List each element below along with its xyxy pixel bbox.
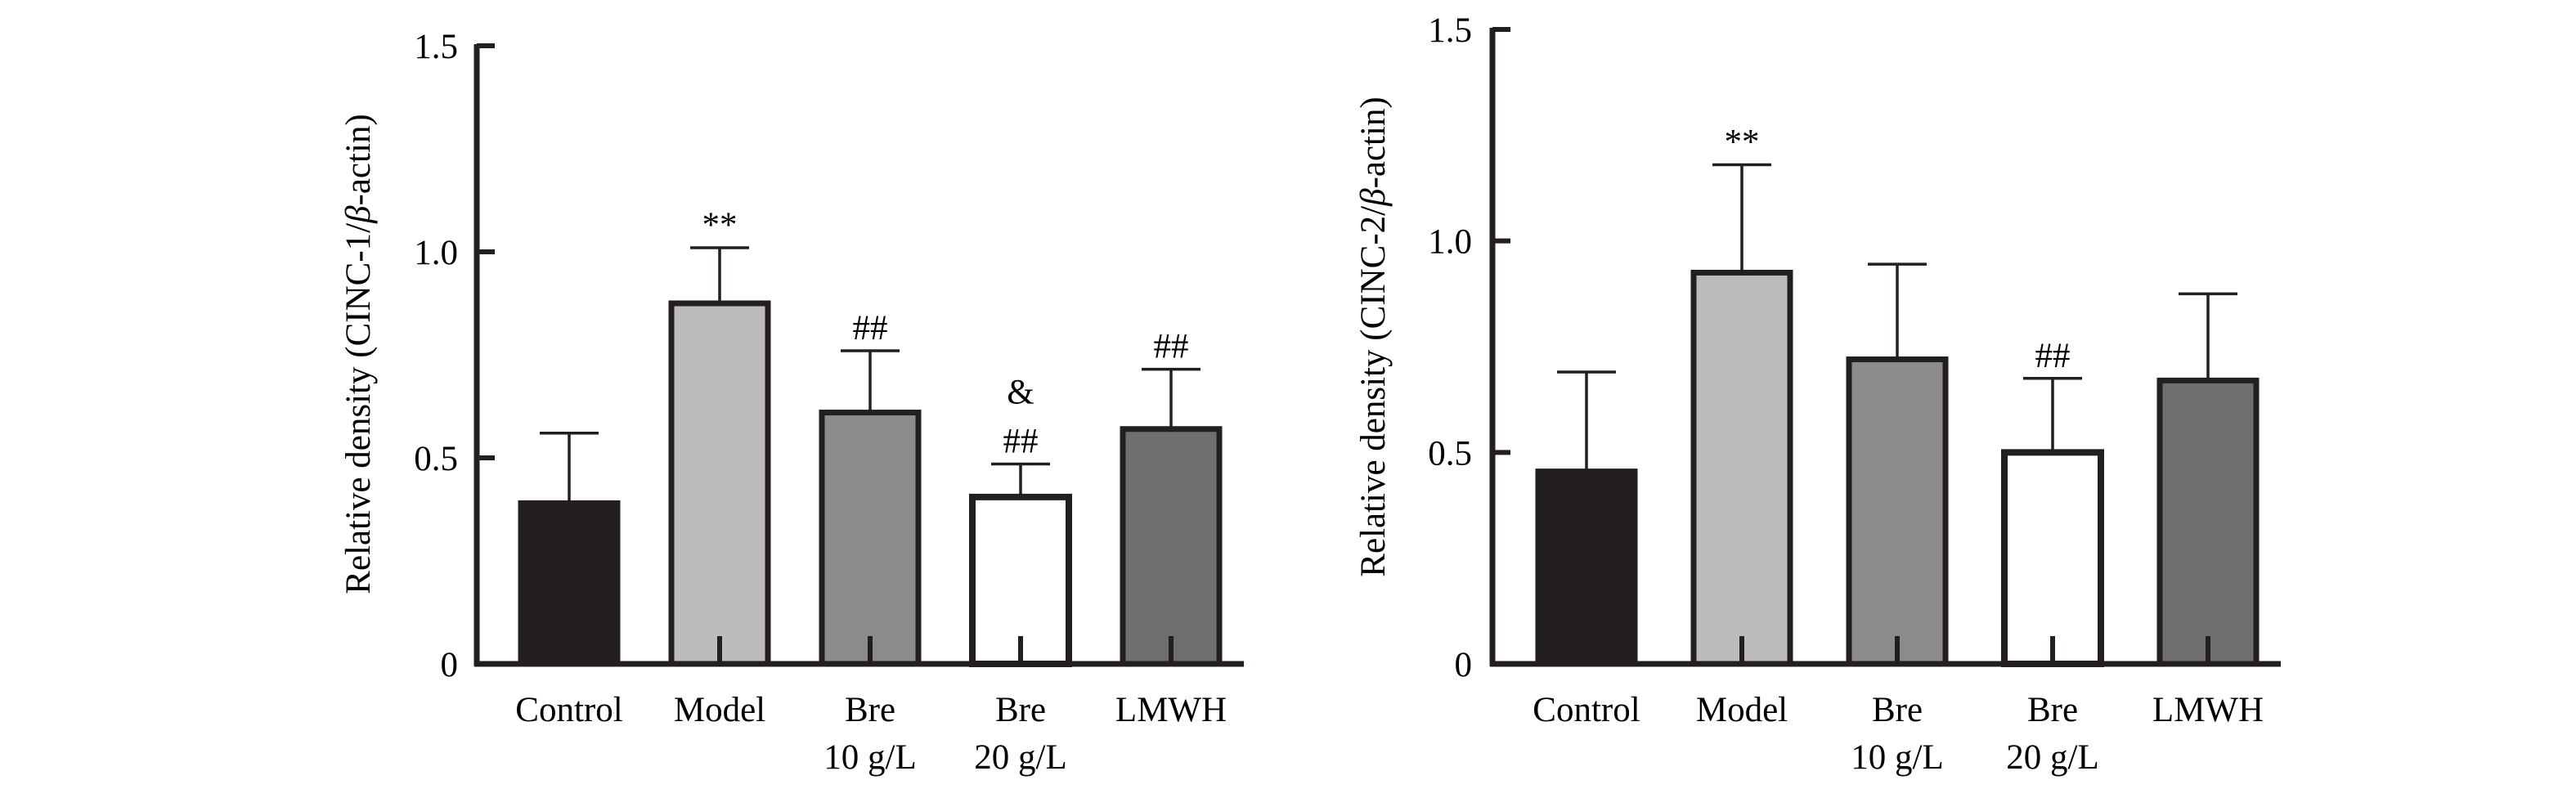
significance-label: ## [1154,328,1189,366]
y-axis-label-suffix: -actin) [339,114,378,205]
chart-panel-cinc1: 0 0.5 1.0 1.5 Relative density (CINC-1/β-act… [339,28,1244,777]
x-category-sublabel: 10 g/L [1851,738,1943,777]
x-category-label: Bre [1872,691,1923,729]
significance-label: & [1007,374,1034,412]
y-axis-label-suffix: -actin) [1354,96,1393,188]
bar-lmwh [2156,377,2260,667]
x-category-label: LMWH [2152,691,2264,729]
x-category-sublabel: 20 g/L [2006,738,2098,777]
bar-model [668,300,771,667]
bar-lmwh [1120,426,1223,667]
x-category-label: Bre [2027,691,2078,729]
y-axis-label: Relative density (CINC-2/β-actin) [1354,96,1393,576]
significance-label: ** [1725,123,1760,162]
bar-model [1690,269,1793,667]
significance-label: ## [1003,423,1039,461]
y-tick-label: 1.5 [414,28,458,66]
y-tick-label: 0.5 [1428,434,1472,473]
bar-bre-20-g-l [2001,449,2104,667]
y-tick-label: 1.0 [1428,223,1472,262]
y-axis-label-beta: β [1354,188,1393,207]
bar-bre-20-g-l [969,493,1072,667]
x-category-label: Bre [845,691,895,729]
x-category-label: Bre [995,691,1046,729]
y-tick-label: 0 [1455,646,1473,684]
y-axis-label-beta: β [339,205,378,224]
y-tick-label: 0 [441,646,459,684]
significance-label: ## [2035,337,2071,375]
y-tick-label: 0.5 [414,440,458,478]
chart-panel-cinc2: 0 0.5 1.0 1.5 Relative density (CINC-2/β-act… [1354,11,2281,777]
x-category-sublabel: 20 g/L [974,738,1066,777]
bar-control [1535,468,1638,667]
y-tick-label: 1.5 [1428,11,1472,50]
bar-bre-10-g-l [1846,356,1949,667]
significance-label: ** [702,206,738,244]
y-tick-label: 1.0 [414,234,458,272]
y-axis-label-prefix: Relative density (CINC-1/ [339,223,378,594]
x-category-label: Control [1533,691,1640,729]
significance-label: ## [853,309,888,347]
y-axis-label-prefix: Relative density (CINC-2/ [1354,206,1393,577]
x-category-label: Control [515,691,622,729]
x-category-sublabel: 10 g/L [824,738,916,777]
bar-control [518,500,621,667]
x-category-label: Model [674,691,765,729]
x-category-label: LMWH [1115,691,1227,729]
bar-bre-10-g-l [819,410,922,667]
x-category-label: Model [1696,691,1788,729]
y-axis-label: Relative density (CINC-1/β-actin) [339,114,378,594]
